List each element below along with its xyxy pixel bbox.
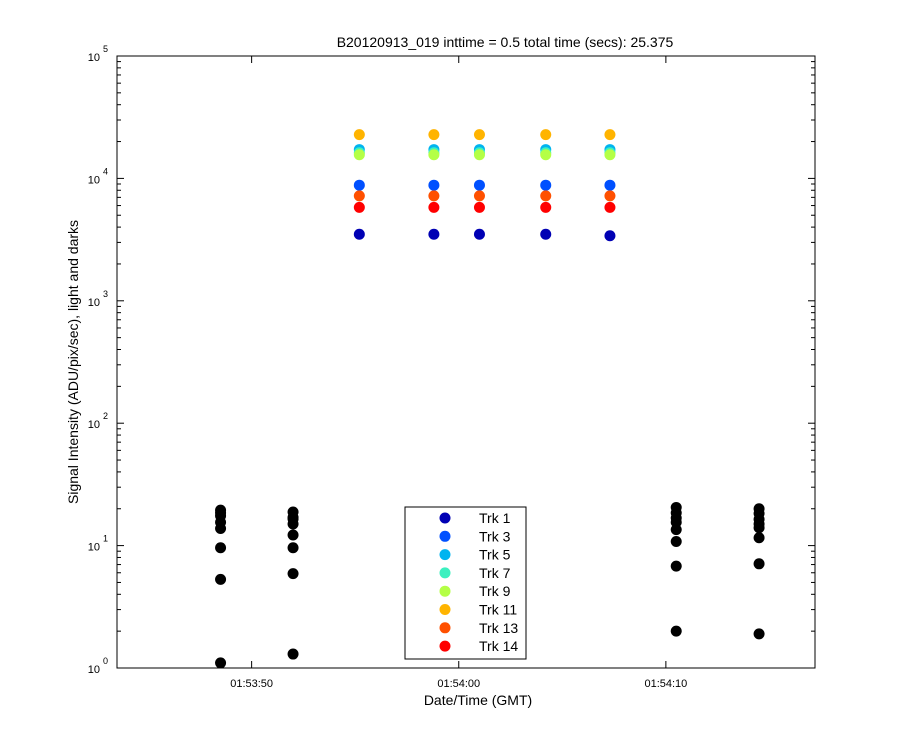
series-point (540, 201, 552, 213)
dark-point (215, 542, 227, 554)
series-point (604, 201, 616, 213)
dark-point (753, 532, 765, 544)
series-point (604, 149, 616, 161)
series-point (604, 129, 616, 141)
series-point (353, 190, 365, 202)
legend-label: Trk 13 (479, 620, 518, 636)
legend-label: Trk 1 (479, 510, 511, 526)
legend-box (404, 506, 527, 660)
legend-label: Trk 9 (479, 583, 511, 599)
y-tick-label-exp: 3 (103, 289, 108, 299)
dark-point (215, 573, 227, 585)
dark-point (753, 518, 765, 530)
x-tick-label: 01:54:10 (644, 678, 687, 690)
legend-label: Trk 7 (479, 565, 511, 581)
series-point (428, 228, 440, 240)
legend-marker (439, 512, 451, 524)
series-point (428, 201, 440, 213)
series-point (353, 179, 365, 191)
series-point (540, 179, 552, 191)
series-point (604, 190, 616, 202)
dark-point (670, 625, 682, 637)
dark-point (753, 558, 765, 570)
dark-point (670, 560, 682, 572)
y-tick-label-base: 10 (88, 419, 100, 431)
series-point (540, 190, 552, 202)
series-point (353, 149, 365, 161)
series-point (428, 129, 440, 141)
dark-point (287, 529, 299, 541)
dark-point (215, 507, 227, 519)
y-tick-label-base: 10 (88, 297, 100, 309)
legend-marker (439, 585, 451, 597)
x-axis: 01:53:50 01:54:00 01:54:10 (230, 56, 687, 690)
series-point (473, 190, 485, 202)
series-point (540, 149, 552, 161)
x-tick-label: 01:53:50 (230, 678, 273, 690)
legend-marker (439, 640, 451, 652)
dark-point (215, 522, 227, 534)
dark-point (215, 657, 227, 669)
y-tick-label-base: 10 (88, 174, 100, 186)
series-point (604, 179, 616, 191)
series-point (353, 201, 365, 213)
legend-marker (439, 530, 451, 542)
legend-label: Trk 11 (479, 602, 517, 618)
legend: Trk 1 Trk 3 Trk 5 Trk 7 Trk 9 Trk 11 Trk 13 Trk… (404, 506, 527, 660)
legend-marker (439, 567, 451, 579)
y-tick-label-base: 10 (88, 664, 100, 676)
series-point (604, 230, 616, 242)
chart-title: B20120913_019 inttime = 0.5 total time (… (337, 34, 674, 50)
legend-label: Trk 5 (479, 547, 511, 563)
series-point (540, 228, 552, 240)
series-point (473, 149, 485, 161)
series-point (428, 149, 440, 161)
y-tick-label-exp: 4 (103, 166, 108, 176)
dark-point (670, 536, 682, 548)
series-point (473, 228, 485, 240)
series-point (353, 129, 365, 141)
series-point (473, 179, 485, 191)
y-axis-label: Signal Intensity (ADU/pix/sec), light an… (65, 220, 81, 504)
x-tick-label: 01:54:00 (437, 678, 480, 690)
y-tick-label-exp: 5 (103, 44, 108, 54)
legend-items: Trk 1 Trk 3 Trk 5 Trk 7 Trk 9 Trk 11 Trk 13 Trk… (439, 510, 518, 654)
legend-label: Trk 14 (479, 638, 518, 654)
dark-point (287, 648, 299, 660)
series-point (540, 129, 552, 141)
series-point (353, 228, 365, 240)
dark-point (670, 516, 682, 528)
legend-marker (439, 549, 451, 561)
legend-marker (439, 622, 451, 634)
legend-marker (439, 604, 451, 615)
y-tick-label-exp: 2 (103, 411, 108, 421)
dark-point (287, 542, 299, 554)
y-tick-label-exp: 0 (103, 656, 108, 666)
dark-point (287, 513, 299, 525)
series-point (473, 129, 485, 141)
dark-point (287, 568, 299, 580)
y-tick-label-exp: 1 (103, 534, 108, 544)
data-points (215, 129, 765, 669)
series-point (428, 179, 440, 191)
series-point (428, 190, 440, 202)
series-point (473, 201, 485, 213)
x-axis-label: Date/Time (GMT) (424, 692, 532, 708)
y-tick-label-base: 10 (88, 542, 100, 554)
legend-label: Trk 3 (479, 528, 511, 544)
dark-point (753, 628, 765, 640)
y-tick-label-base: 10 (88, 52, 100, 64)
